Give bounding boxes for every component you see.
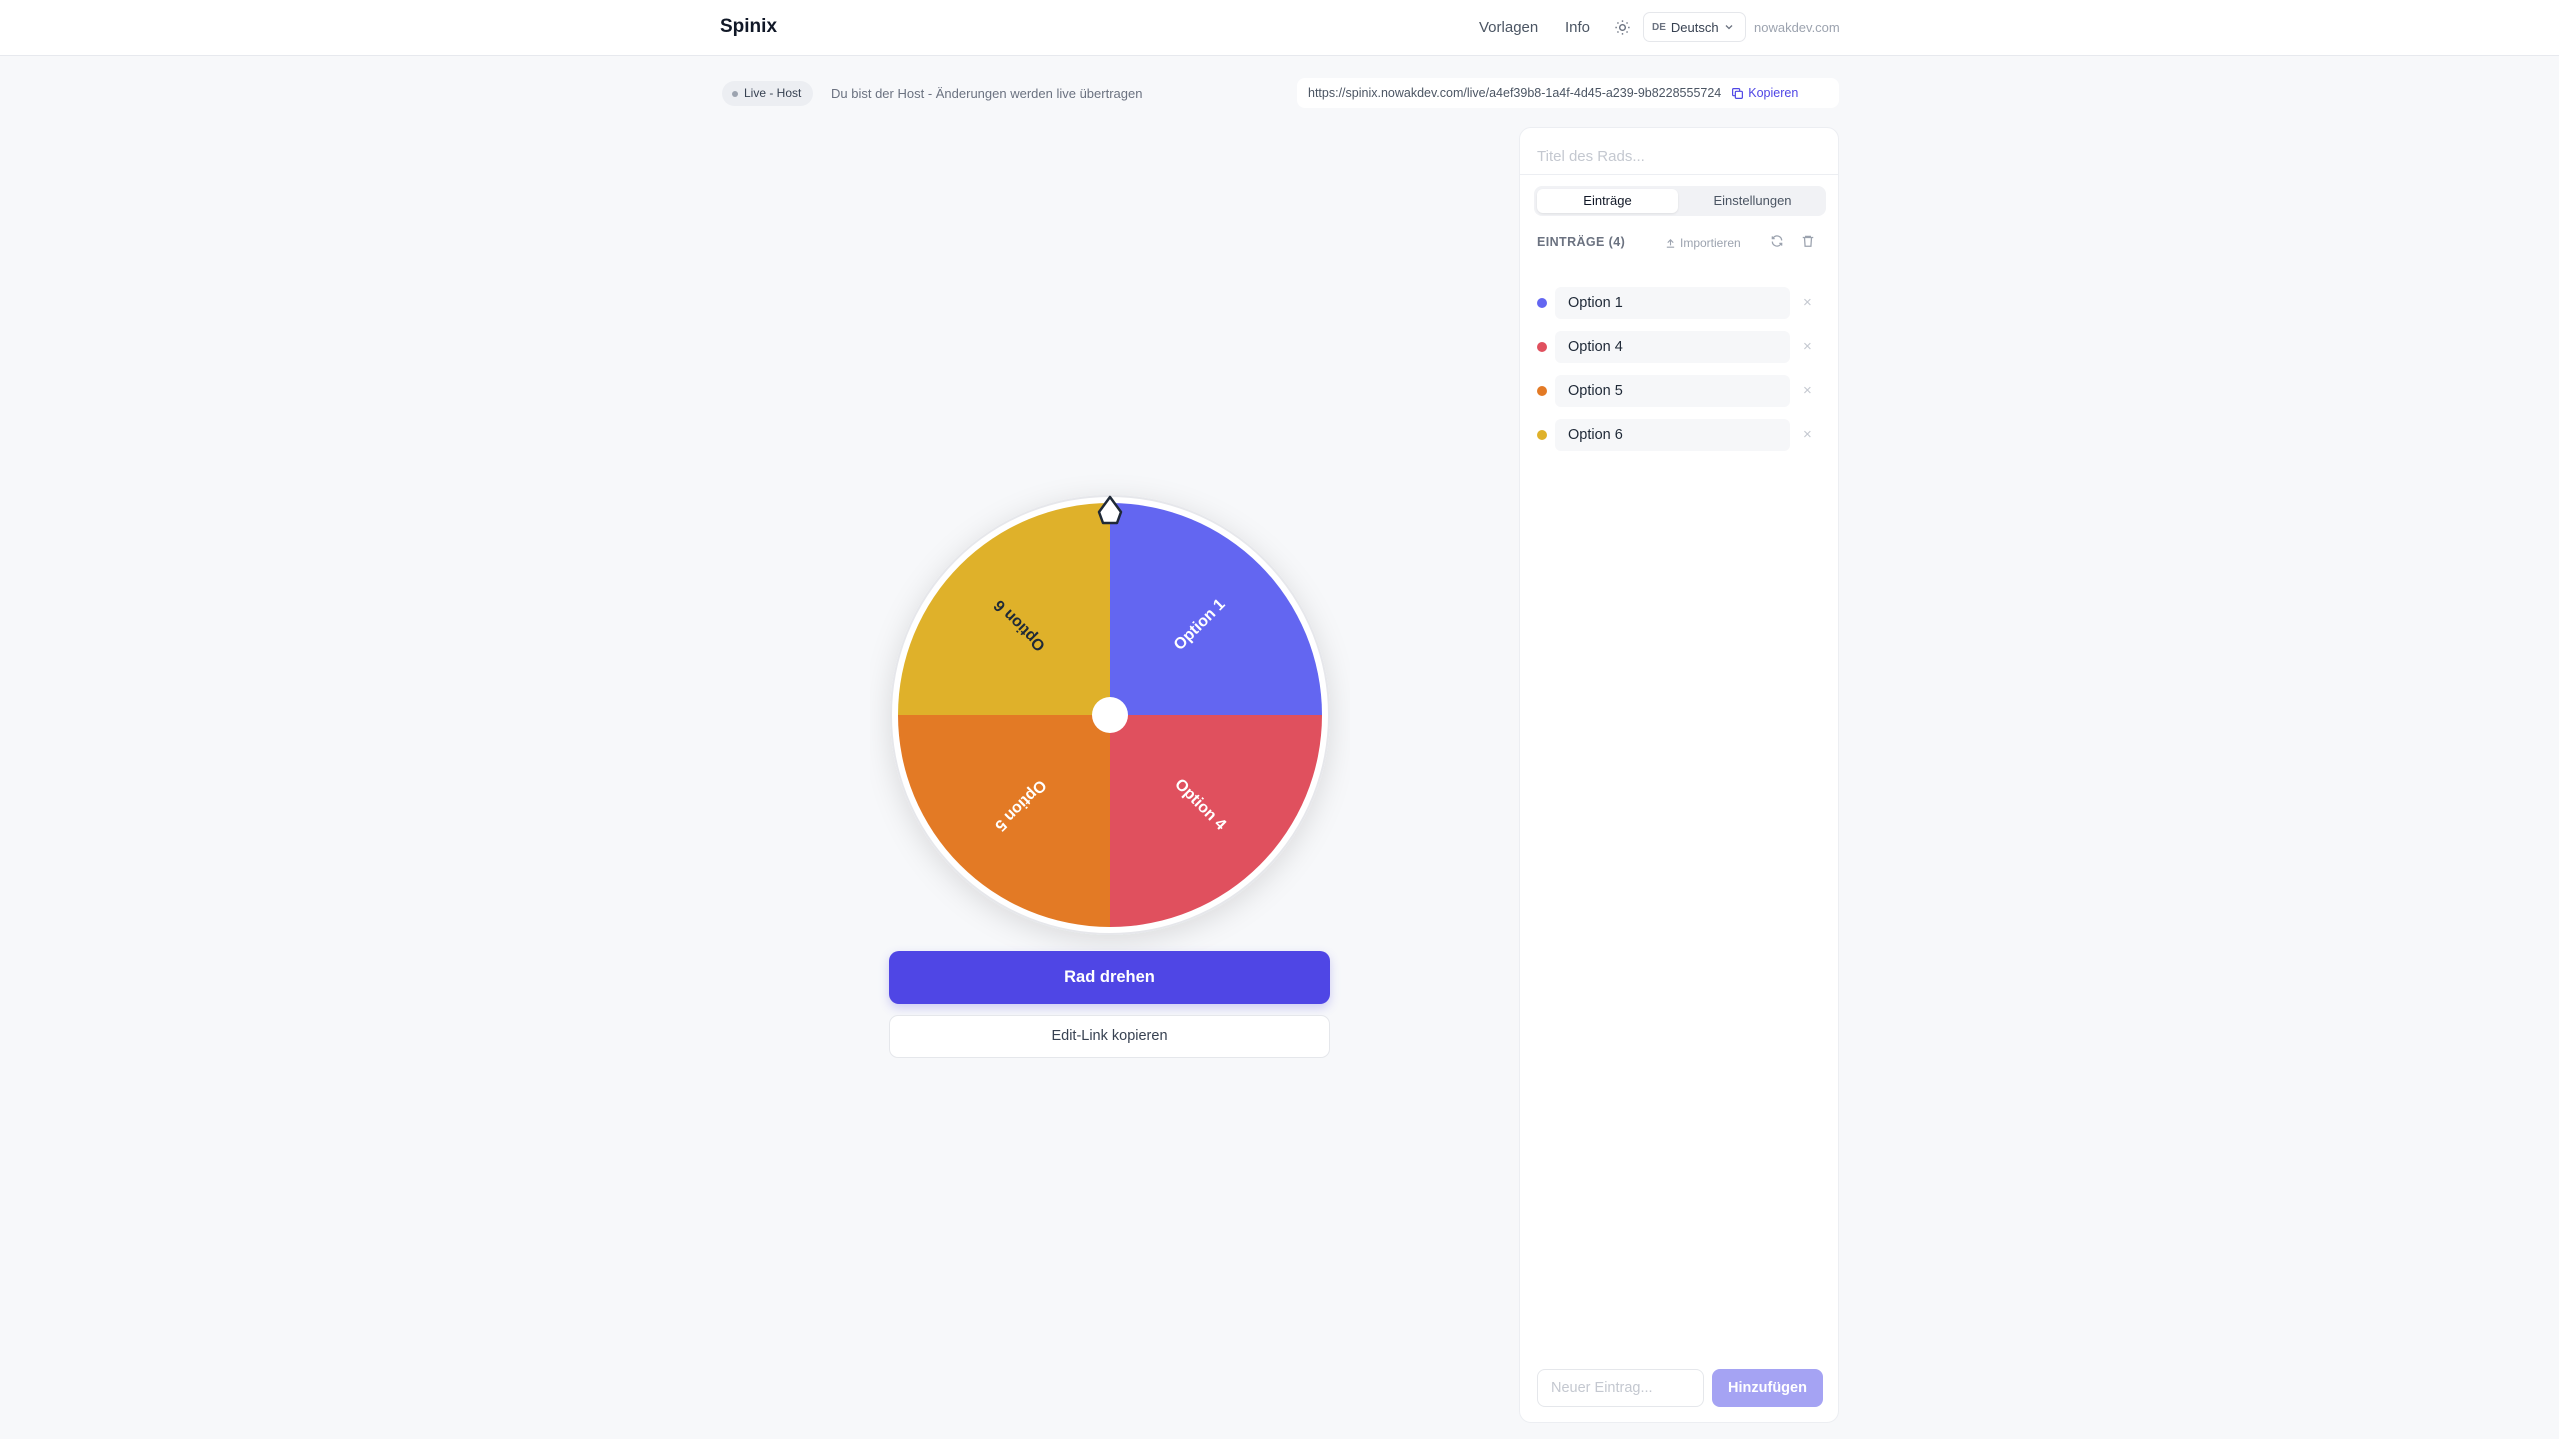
share-url: https://spinix.nowakdev.com/live/a4ef39b… bbox=[1297, 78, 1839, 108]
wheel-segment bbox=[898, 503, 1110, 715]
copy-button[interactable]: Kopieren bbox=[1731, 86, 1798, 100]
remove-entry[interactable]: × bbox=[1803, 382, 1812, 399]
remove-entry[interactable]: × bbox=[1803, 338, 1812, 355]
top-bar: Spinix Vorlagen Info DE Deutsch nowakdev… bbox=[0, 0, 2559, 56]
entry-input[interactable]: Option 5 bbox=[1555, 375, 1790, 407]
edit-link-button[interactable]: Edit-Link kopieren bbox=[889, 1015, 1330, 1058]
side-panel bbox=[1519, 127, 1839, 1423]
entry-input[interactable]: Option 1 bbox=[1555, 287, 1790, 319]
entry-color bbox=[1537, 342, 1547, 352]
host-note: Du bist der Host - Änderungen werden liv… bbox=[831, 86, 1143, 101]
spin-button[interactable]: Rad drehen bbox=[889, 951, 1330, 1004]
tabs: Einträge Einstellungen bbox=[1534, 186, 1826, 216]
chevron bbox=[1725, 25, 1733, 30]
remove-entry[interactable]: × bbox=[1803, 294, 1812, 311]
wheel-hub bbox=[1092, 697, 1128, 733]
import-button[interactable]: Importieren bbox=[1665, 236, 1741, 250]
remove-entry[interactable]: × bbox=[1803, 426, 1812, 443]
tab[interactable]: Einstellungen bbox=[1713, 193, 1792, 208]
new-entry-input[interactable]: Neuer Eintrag... bbox=[1537, 1369, 1704, 1407]
wheel-segment bbox=[1110, 503, 1322, 715]
nav-link[interactable]: Vorlagen bbox=[1479, 19, 1539, 36]
entry-color bbox=[1537, 430, 1547, 440]
clear-button[interactable] bbox=[1801, 234, 1815, 248]
title-input[interactable]: Titel des Rads... bbox=[1537, 148, 1645, 165]
tab[interactable]: Einträge bbox=[1537, 189, 1678, 213]
live-badge: Live - Host bbox=[722, 81, 814, 106]
language-code: DE bbox=[1652, 21, 1666, 33]
url-text: https://spinix.nowakdev.com/live/a4ef39b… bbox=[1308, 86, 1722, 100]
nav-link[interactable]: Info bbox=[1565, 19, 1591, 36]
language-name: Deutsch bbox=[1670, 19, 1719, 35]
entries-heading: EINTRÄGE (4) bbox=[1537, 235, 1626, 249]
pointer bbox=[1097, 495, 1123, 525]
language-select[interactable]: DE Deutsch bbox=[1643, 12, 1746, 42]
theme-toggle[interactable] bbox=[1614, 19, 1631, 36]
upload-icon bbox=[1666, 238, 1675, 248]
wheel-segment bbox=[1110, 715, 1322, 927]
site-link[interactable]: nowakdev.com bbox=[1754, 20, 1840, 35]
copy-icon bbox=[1732, 87, 1744, 99]
brand[interactable]: Spinix bbox=[720, 16, 778, 37]
entry-input[interactable]: Option 4 bbox=[1555, 331, 1790, 363]
import-label: Importieren bbox=[1680, 236, 1741, 250]
shuffle-button[interactable] bbox=[1770, 234, 1784, 248]
entry-input[interactable]: Option 6 bbox=[1555, 419, 1790, 451]
copy-label: Kopieren bbox=[1748, 86, 1799, 100]
entry-color bbox=[1537, 386, 1547, 396]
wheel-segment bbox=[898, 715, 1110, 927]
add-button[interactable]: Hinzufügen bbox=[1712, 1369, 1823, 1407]
divider bbox=[1520, 174, 1838, 175]
entry-color bbox=[1537, 298, 1547, 308]
